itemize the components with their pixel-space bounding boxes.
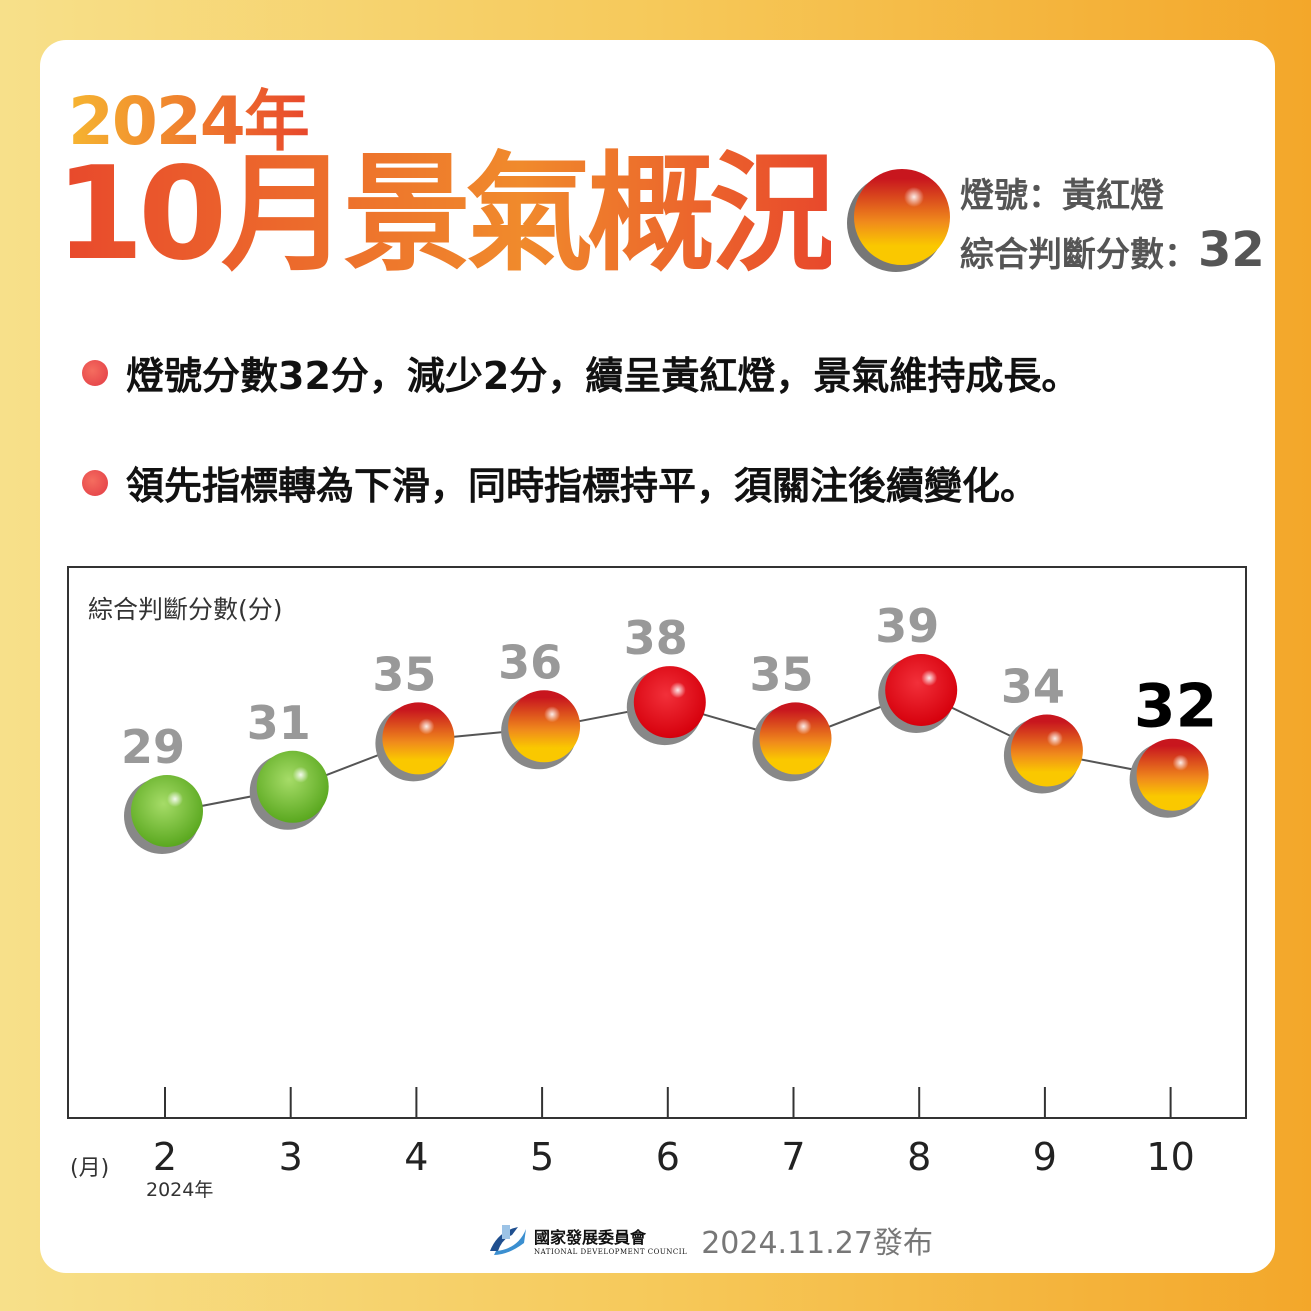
data-label: 35: [372, 647, 436, 701]
point-highlight: [1172, 754, 1189, 771]
data-label: 36: [498, 635, 562, 689]
score-label: 綜合判斷分數：: [960, 235, 1198, 275]
x-axis-unit: (月): [70, 1156, 109, 1181]
bullet-item: 燈號分數32分，減少2分，續呈黃紅燈，景氣維持成長。: [82, 345, 1079, 400]
bullet-text: 領先指標轉為下滑，同時指標持平，須關注後續變化。: [126, 464, 1039, 508]
signal-label: 燈號：黃紅燈: [960, 176, 1164, 216]
bullet-text: 燈號分數32分，減少2分，續呈黃紅燈，景氣維持成長。: [126, 354, 1080, 398]
x-tick-label: 5: [530, 1135, 554, 1179]
publish-date: 2024.11.27發布: [701, 1226, 933, 1261]
signal-light-icon: [847, 169, 950, 272]
data-label: 29: [121, 720, 185, 774]
x-tick-label: 10: [1146, 1135, 1194, 1179]
x-tick-label: 8: [907, 1135, 931, 1179]
data-point-green: [256, 750, 329, 823]
org-name-en: NATIONAL DEVELOPMENT COUNCIL: [534, 1248, 688, 1256]
point-highlight: [669, 682, 686, 699]
point-highlight: [167, 791, 183, 807]
data-point-yellow-red: [1136, 738, 1209, 811]
data-label: 34: [1001, 660, 1065, 714]
x-tick-label: 3: [279, 1135, 303, 1179]
point-highlight: [544, 706, 561, 723]
point-highlight: [1046, 730, 1063, 747]
org-name-zh: 國家發展委員會: [534, 1228, 647, 1247]
bullet-dot-icon: [82, 469, 108, 496]
point-highlight: [418, 718, 435, 735]
org-name: 國家發展委員會 NATIONAL DEVELOPMENT COUNCIL: [534, 1224, 687, 1256]
score-line: 綜合判斷分數：32: [960, 222, 1265, 278]
x-tick-label: 6: [656, 1135, 680, 1179]
data-label: 39: [875, 599, 939, 653]
data-label: 35: [749, 647, 813, 701]
score-value: 32: [1198, 222, 1265, 278]
card: [40, 40, 1275, 1273]
x-tick-label: 4: [404, 1135, 428, 1179]
point-highlight: [292, 766, 309, 783]
data-label: 32: [1134, 672, 1218, 742]
data-point-yellow-red: [759, 702, 832, 775]
x-tick-label: 9: [1033, 1135, 1057, 1179]
data-point-yellow-red: [382, 702, 455, 775]
data-label: 38: [624, 611, 688, 665]
bullet-item: 領先指標轉為下滑，同時指標持平，須關注後續變化。: [82, 455, 1038, 510]
point-highlight: [795, 718, 812, 735]
ndc-logo-icon: [490, 1225, 526, 1255]
data-point-yellow-red: [1010, 714, 1083, 787]
y-axis-label: 綜合判斷分數(分): [88, 595, 283, 624]
x-axis-year: 2024年: [146, 1179, 213, 1201]
data-label: 31: [247, 696, 311, 750]
data-point-red: [885, 654, 958, 726]
bullet-dot-icon: [82, 359, 108, 386]
data-point-yellow-red: [508, 690, 581, 763]
plot-frame: [67, 566, 1247, 1119]
data-point-red: [633, 666, 706, 739]
data-point-green: [131, 775, 203, 847]
page-title: 10月景氣概況: [55, 140, 837, 289]
x-tick-label: 2: [153, 1135, 177, 1179]
x-tick-label: 7: [781, 1135, 805, 1179]
footer: 國家發展委員會 NATIONAL DEVELOPMENT COUNCIL 202…: [488, 1218, 933, 1262]
year-heading: 2024年: [68, 68, 310, 164]
point-highlight: [921, 670, 938, 686]
